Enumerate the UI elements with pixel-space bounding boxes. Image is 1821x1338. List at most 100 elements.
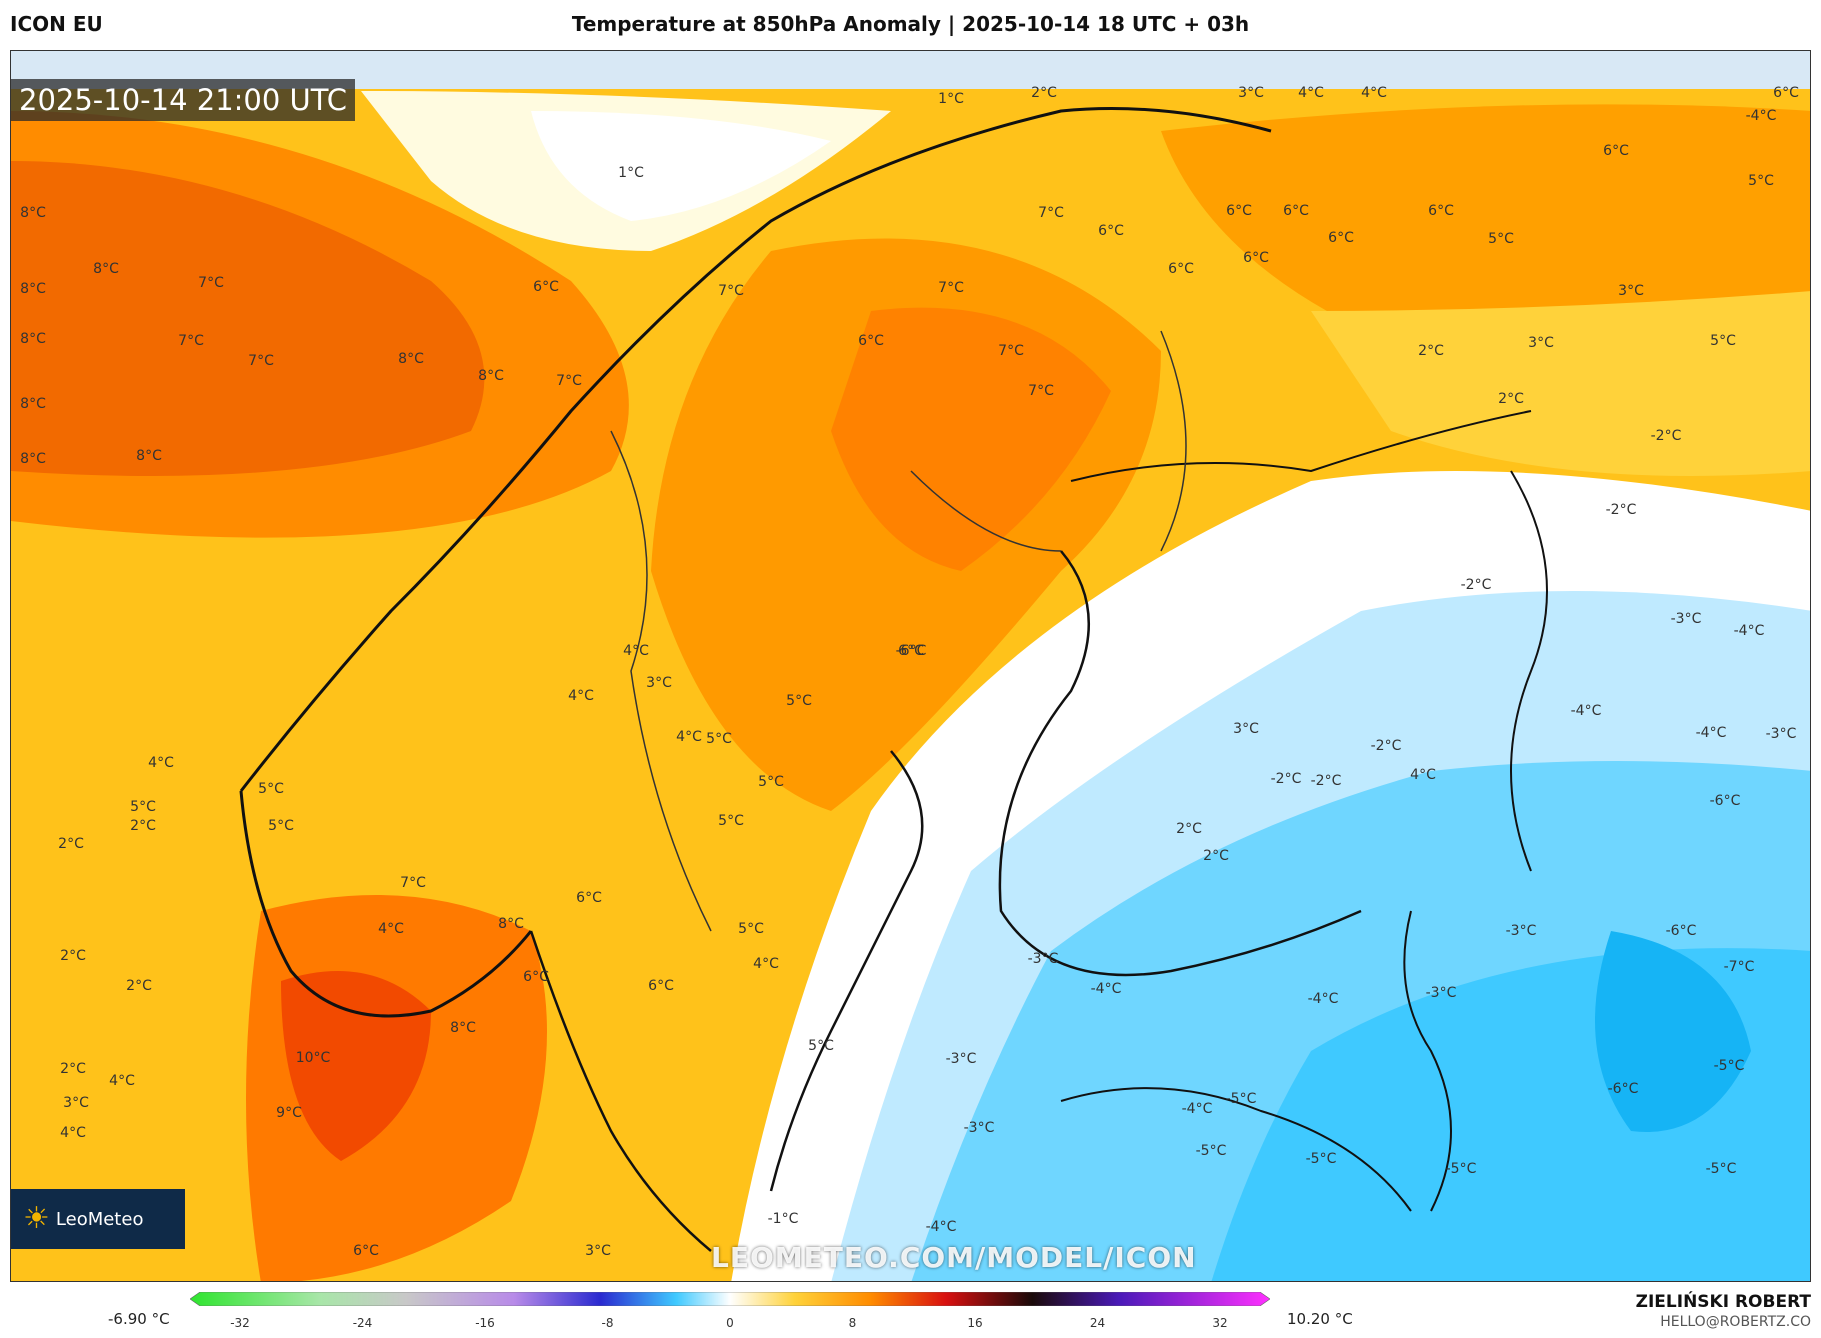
temperature-label: -2°C bbox=[1650, 428, 1682, 444]
temperature-label: 9°C bbox=[276, 1105, 302, 1121]
temperature-label: 6°C bbox=[1243, 250, 1269, 266]
temperature-label: -5°C bbox=[1713, 1058, 1745, 1074]
temperature-label: 2°C bbox=[130, 818, 156, 834]
temperature-label: 1°C bbox=[618, 165, 644, 181]
temperature-label: 5°C bbox=[130, 799, 156, 815]
temperature-label: 4°C bbox=[676, 729, 702, 745]
temperature-label: 6°C bbox=[1773, 85, 1799, 101]
temperature-label: 7°C bbox=[938, 280, 964, 296]
temperature-label: -4°C bbox=[1181, 1101, 1213, 1117]
temperature-label: -5°C bbox=[1195, 1143, 1227, 1159]
temperature-label: 2°C bbox=[1498, 391, 1524, 407]
temperature-label: 5°C bbox=[758, 774, 784, 790]
anomaly-map[interactable]: 1°C 2°C 3°C 4°C 4°C 6°C 1°C 8°C 8°C 8°C 8°C 7°C 8°C 7… bbox=[10, 50, 1811, 1282]
temperature-label: 5°C bbox=[268, 818, 294, 834]
temperature-label: -2°C bbox=[1605, 502, 1637, 518]
colorbar-tick: 24 bbox=[1089, 1316, 1106, 1330]
temperature-label: 3°C bbox=[585, 1243, 611, 1259]
temperature-label: 2°C bbox=[60, 1061, 86, 1077]
temperature-label: 4°C bbox=[1361, 85, 1387, 101]
temperature-label: -3°C bbox=[963, 1120, 995, 1136]
temperature-label: 4°C bbox=[109, 1073, 135, 1089]
model-name: ICON EU bbox=[10, 12, 103, 36]
temperature-label: 6°C bbox=[648, 978, 674, 994]
colorbar-tick: -16 bbox=[475, 1316, 495, 1330]
temperature-label: -3°C bbox=[1765, 726, 1797, 742]
temperature-label: 7°C bbox=[400, 875, 426, 891]
colorbar-tick: 8 bbox=[848, 1316, 857, 1330]
temperature-label: 6°C bbox=[1603, 143, 1629, 159]
temperature-label: 8°C bbox=[20, 331, 46, 347]
author-name: ZIELIŃSKI ROBERT bbox=[1635, 1292, 1811, 1312]
temperature-label: 7°C bbox=[198, 275, 224, 291]
temperature-label: -6°C bbox=[1607, 1081, 1639, 1097]
temperature-label: 2°C bbox=[1418, 343, 1444, 359]
temperature-label: 1°C bbox=[938, 91, 964, 107]
temperature-label: 5°C bbox=[1488, 231, 1514, 247]
temperature-label: -3°C bbox=[945, 1051, 977, 1067]
temperature-label: 3°C bbox=[1233, 721, 1259, 737]
temperature-label: 8°C bbox=[20, 451, 46, 467]
temperature-label: 5°C bbox=[258, 781, 284, 797]
temperature-label: -5°C bbox=[1225, 1091, 1257, 1107]
temperature-label: 7°C bbox=[178, 333, 204, 349]
temperature-label: 6°C bbox=[1283, 203, 1309, 219]
chart-title: Temperature at 850hPa Anomaly | 2025-10-… bbox=[571, 12, 1250, 36]
temperature-label: 8°C bbox=[20, 281, 46, 297]
temperature-label: -4°C bbox=[925, 1219, 957, 1235]
sun-icon: ☀ bbox=[23, 1201, 50, 1236]
temperature-label: 5°C bbox=[786, 693, 812, 709]
temperature-label: -2°C bbox=[1270, 771, 1302, 787]
temperature-label: 5°C bbox=[1748, 173, 1774, 189]
temperature-label: 4°C bbox=[378, 921, 404, 937]
temperature-label: 2°C bbox=[1176, 821, 1202, 837]
temperature-label: 8°C bbox=[498, 916, 524, 932]
temperature-label: 3°C bbox=[63, 1095, 89, 1111]
temperature-label: 6°C bbox=[576, 890, 602, 906]
logo-text: LeoMeteo bbox=[55, 1208, 144, 1230]
temperature-label: -4°C bbox=[1090, 981, 1122, 997]
colorbar-tick: 16 bbox=[967, 1316, 983, 1330]
colorbar: -6.90 °C -32 -24 -16 -8 0 8 16 24 32 10.20 °C bbox=[0, 1282, 1821, 1338]
temperature-label: -4°C bbox=[1745, 108, 1777, 124]
colorbar-min-label: -6.90 °C bbox=[108, 1310, 170, 1328]
temperature-label: 4°C bbox=[568, 688, 594, 704]
temperature-label: 8°C bbox=[93, 261, 119, 277]
temperature-label: 2°C bbox=[60, 948, 86, 964]
temperature-label: -2°C bbox=[1370, 738, 1402, 754]
temperature-label: 2°C bbox=[126, 978, 152, 994]
temperature-label: 8°C bbox=[20, 396, 46, 412]
temperature-label: 4°C bbox=[623, 643, 649, 659]
colorbar-gradient bbox=[190, 1292, 1270, 1306]
colorbar-tick: 0 bbox=[726, 1316, 734, 1330]
temperature-label: -3°C bbox=[1027, 951, 1059, 967]
temperature-label: -3°C bbox=[1670, 611, 1702, 627]
temperature-label: 7°C bbox=[1038, 205, 1064, 221]
colorbar-tick: -32 bbox=[230, 1316, 250, 1330]
temperature-label: 5°C bbox=[1710, 333, 1736, 349]
temperature-label: 6°C bbox=[1168, 261, 1194, 277]
temperature-label: 4°C bbox=[60, 1125, 86, 1141]
temperature-label: 2°C bbox=[58, 836, 84, 852]
temperature-label: 6°C bbox=[1098, 223, 1124, 239]
temperature-label: -6°C bbox=[1665, 923, 1697, 939]
temperature-label: 6°C bbox=[858, 333, 884, 349]
temperature-label: 8°C bbox=[478, 368, 504, 384]
temperature-label: 6°C bbox=[353, 1243, 379, 1259]
temperature-label: 4°C bbox=[148, 755, 174, 771]
temperature-label: 4°C bbox=[1410, 767, 1436, 783]
author-email[interactable]: HELLO@ROBERTZ.CO bbox=[1660, 1314, 1811, 1330]
valid-time-badge: 2025-10-14 21:00 UTC bbox=[11, 79, 356, 121]
temperature-label: 7°C bbox=[718, 283, 744, 299]
temperature-label: -2°C bbox=[1310, 773, 1342, 789]
temperature-label: 6°C bbox=[1226, 203, 1252, 219]
temperature-label: 5°C bbox=[808, 1038, 834, 1054]
temperature-label: -5°C bbox=[1305, 1151, 1337, 1167]
temperature-label: 3°C bbox=[1618, 283, 1644, 299]
leometeo-logo[interactable]: ☀ LeoMeteo bbox=[11, 1189, 185, 1249]
temperature-label: 5°C bbox=[706, 731, 732, 747]
temperature-label: 8°C bbox=[398, 351, 424, 367]
watermark-url: LEOMETEO.COM/MODEL/ICON bbox=[711, 1241, 1197, 1274]
temperature-label: -4°C bbox=[1733, 623, 1765, 639]
temperature-label: -4°C bbox=[1307, 991, 1339, 1007]
